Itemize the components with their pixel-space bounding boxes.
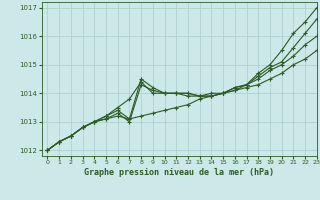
X-axis label: Graphe pression niveau de la mer (hPa): Graphe pression niveau de la mer (hPa) xyxy=(84,168,274,177)
